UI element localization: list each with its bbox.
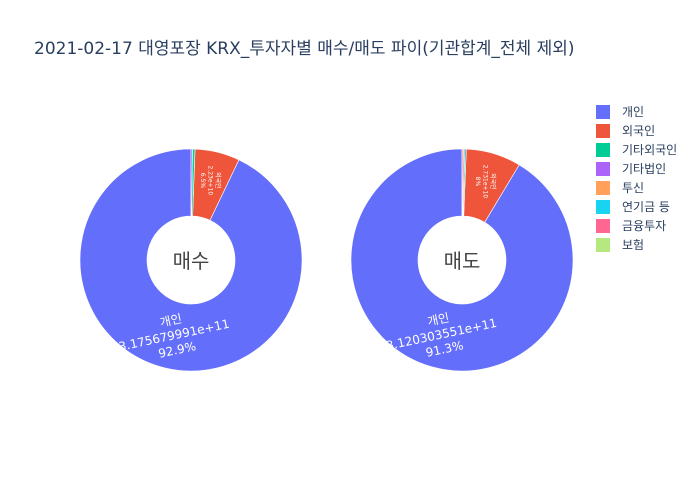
pie-label-line-1-2-2: 2.23e+10 [206, 166, 213, 196]
legend-item-3[interactable]: 기타외국인 [596, 140, 677, 159]
pie-slice-2-5[interactable] [461, 148, 464, 217]
legend-item-1[interactable]: 개인 [596, 102, 677, 121]
pie-label-line-2-1-1: 개인 [426, 311, 451, 329]
pie-slice-1-4[interactable] [190, 148, 193, 217]
pie-slice-2-1[interactable] [350, 148, 574, 372]
legend-label-3: 기타외국인 [622, 143, 678, 157]
legend-label-5: 투신 [622, 181, 645, 195]
pie-center-label-2: 매도 [444, 249, 481, 273]
legend-swatch-2 [596, 123, 610, 138]
pie-label-line-1-2-1: 외국인 [214, 172, 221, 189]
legend-item-2[interactable]: 외국인 [596, 121, 677, 140]
legend-label-1: 개인 [622, 105, 645, 119]
legend-label-2: 외국인 [622, 124, 656, 138]
legend-item-6[interactable]: 연기금 등 [596, 197, 677, 216]
pie-label-line-2-2-2: 2.731e+10 [481, 165, 488, 199]
chart-title: 2021-02-17 대영포장 KRX_투자자별 매수/매도 파이(기관합계_전… [34, 39, 575, 59]
legend-label-4: 기타법인 [622, 162, 667, 176]
pie-label-line-2-2-1: 외국인 [489, 173, 496, 190]
pie-center-label-1: 매수 [173, 249, 210, 273]
pie-label-line-1-2-3: 6.5% [199, 173, 206, 189]
legend-item-7[interactable]: 금융투자 [596, 216, 677, 235]
legend-swatch-3 [596, 142, 610, 157]
legend-item-5[interactable]: 투신 [596, 178, 677, 197]
legend-item-4[interactable]: 기타법인 [596, 159, 677, 178]
legend-swatch-7 [596, 218, 610, 233]
legend-swatch-5 [596, 180, 610, 195]
pie-label-line-1-1-1: 개인 [159, 311, 184, 329]
legend-swatch-6 [596, 199, 610, 214]
legend-swatch-4 [596, 161, 610, 176]
legend-label-8: 보험 [622, 238, 645, 252]
legend-label-7: 금융투자 [622, 219, 667, 233]
pie-slice-1-1[interactable] [79, 148, 303, 372]
legend-item-8[interactable]: 보험 [596, 235, 677, 254]
pie-label-line-2-2-3: 8% [474, 177, 481, 187]
legend-swatch-1 [596, 104, 610, 119]
legend-label-6: 연기금 등 [622, 200, 670, 214]
legend-swatch-8 [596, 237, 610, 252]
